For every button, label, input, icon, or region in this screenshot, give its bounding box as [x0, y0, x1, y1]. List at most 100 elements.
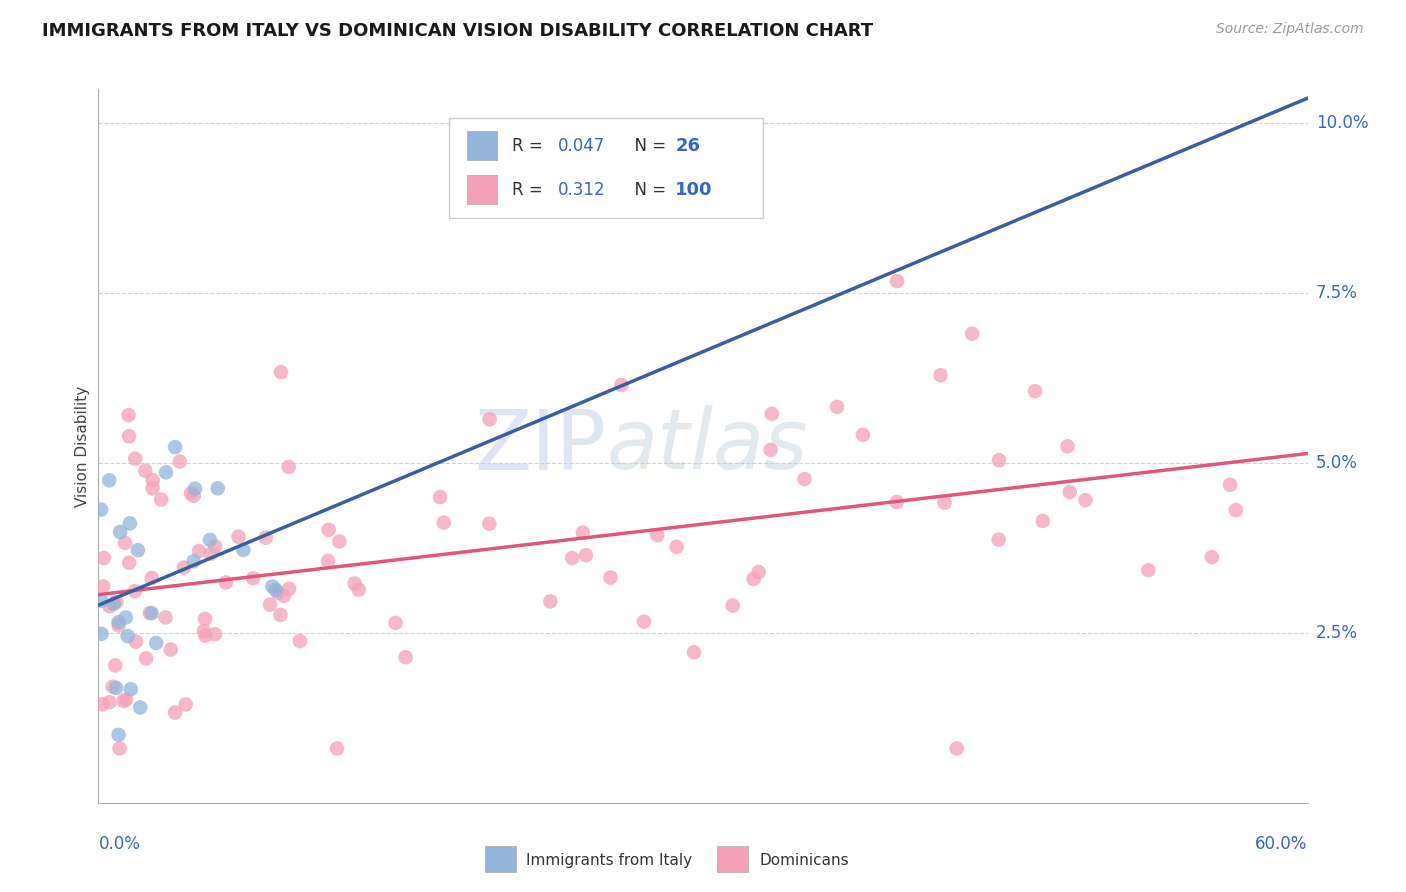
Point	[277, 460, 299, 475]
Point	[683, 645, 706, 659]
Point	[987, 533, 1010, 547]
Point	[117, 408, 139, 422]
Point	[1056, 439, 1078, 453]
Point	[107, 618, 129, 632]
Point	[572, 525, 595, 540]
Point	[1032, 514, 1054, 528]
Point	[264, 582, 287, 597]
Text: Immigrants from Italy: Immigrants from Italy	[526, 854, 692, 868]
Point	[538, 594, 561, 608]
Point	[1225, 503, 1247, 517]
Point	[761, 407, 783, 421]
Point	[347, 582, 370, 597]
Point	[433, 516, 456, 530]
Text: 7.5%: 7.5%	[1316, 284, 1358, 302]
Point	[645, 528, 668, 542]
Point	[169, 454, 191, 468]
Point	[135, 651, 157, 665]
Text: 26: 26	[675, 136, 700, 154]
Point	[174, 698, 197, 712]
Point	[267, 585, 290, 599]
Point	[173, 560, 195, 574]
Point	[394, 650, 416, 665]
Text: 0.312: 0.312	[558, 181, 606, 199]
Text: Dominicans: Dominicans	[759, 854, 849, 868]
Text: 0.0%: 0.0%	[98, 835, 141, 853]
Point	[742, 572, 765, 586]
Point	[478, 412, 501, 426]
Text: R =: R =	[512, 181, 548, 199]
Point	[108, 741, 131, 756]
Point	[610, 378, 633, 392]
FancyBboxPatch shape	[467, 131, 498, 160]
Point	[478, 516, 501, 531]
Point	[288, 634, 311, 648]
Text: R =: R =	[512, 136, 548, 154]
Point	[163, 440, 186, 454]
Point	[929, 368, 952, 383]
Point	[1059, 485, 1081, 500]
Point	[120, 682, 142, 697]
Text: ZIP: ZIP	[474, 406, 606, 486]
Point	[125, 634, 148, 648]
Point	[183, 554, 205, 568]
Point	[114, 610, 136, 624]
Point	[159, 642, 181, 657]
Point	[204, 627, 226, 641]
Point	[1137, 563, 1160, 577]
Point	[90, 594, 112, 608]
Point	[278, 582, 301, 596]
Point	[1201, 550, 1223, 565]
Point	[114, 536, 136, 550]
Point	[141, 606, 163, 620]
Point	[117, 629, 139, 643]
Point	[112, 694, 135, 708]
Point	[204, 540, 226, 554]
Point	[665, 540, 688, 554]
Point	[103, 597, 125, 611]
Point	[165, 706, 187, 720]
Text: 10.0%: 10.0%	[1316, 114, 1368, 132]
Point	[134, 464, 156, 478]
Point	[107, 728, 129, 742]
Point	[886, 274, 908, 288]
Point	[960, 326, 983, 341]
Point	[98, 599, 121, 614]
Point	[105, 595, 128, 609]
Point	[108, 524, 131, 539]
Point	[98, 695, 121, 709]
Point	[270, 365, 292, 379]
Point	[139, 606, 162, 620]
Point	[988, 453, 1011, 467]
Point	[141, 571, 163, 585]
Point	[127, 543, 149, 558]
Point	[142, 473, 165, 487]
Point	[721, 599, 744, 613]
Point	[599, 570, 621, 584]
Point	[93, 551, 115, 566]
Point	[91, 579, 114, 593]
Text: N =: N =	[624, 136, 666, 154]
Point	[242, 571, 264, 585]
Point	[215, 575, 238, 590]
Point	[316, 554, 339, 568]
Point	[155, 610, 177, 624]
Text: Source: ZipAtlas.com: Source: ZipAtlas.com	[1216, 22, 1364, 37]
Point	[207, 481, 229, 495]
Point	[129, 700, 152, 714]
Point	[429, 490, 451, 504]
Point	[254, 531, 277, 545]
Point	[934, 496, 956, 510]
Point	[188, 544, 211, 558]
Y-axis label: Vision Disability: Vision Disability	[75, 385, 90, 507]
Point	[142, 481, 165, 495]
Point	[200, 547, 222, 561]
Point	[145, 636, 167, 650]
Text: 5.0%: 5.0%	[1316, 454, 1358, 472]
Point	[343, 576, 366, 591]
Point	[118, 556, 141, 570]
Point	[107, 615, 129, 630]
Text: IMMIGRANTS FROM ITALY VS DOMINICAN VISION DISABILITY CORRELATION CHART: IMMIGRANTS FROM ITALY VS DOMINICAN VISIO…	[42, 22, 873, 40]
Point	[193, 624, 215, 638]
Text: N =: N =	[624, 181, 666, 199]
